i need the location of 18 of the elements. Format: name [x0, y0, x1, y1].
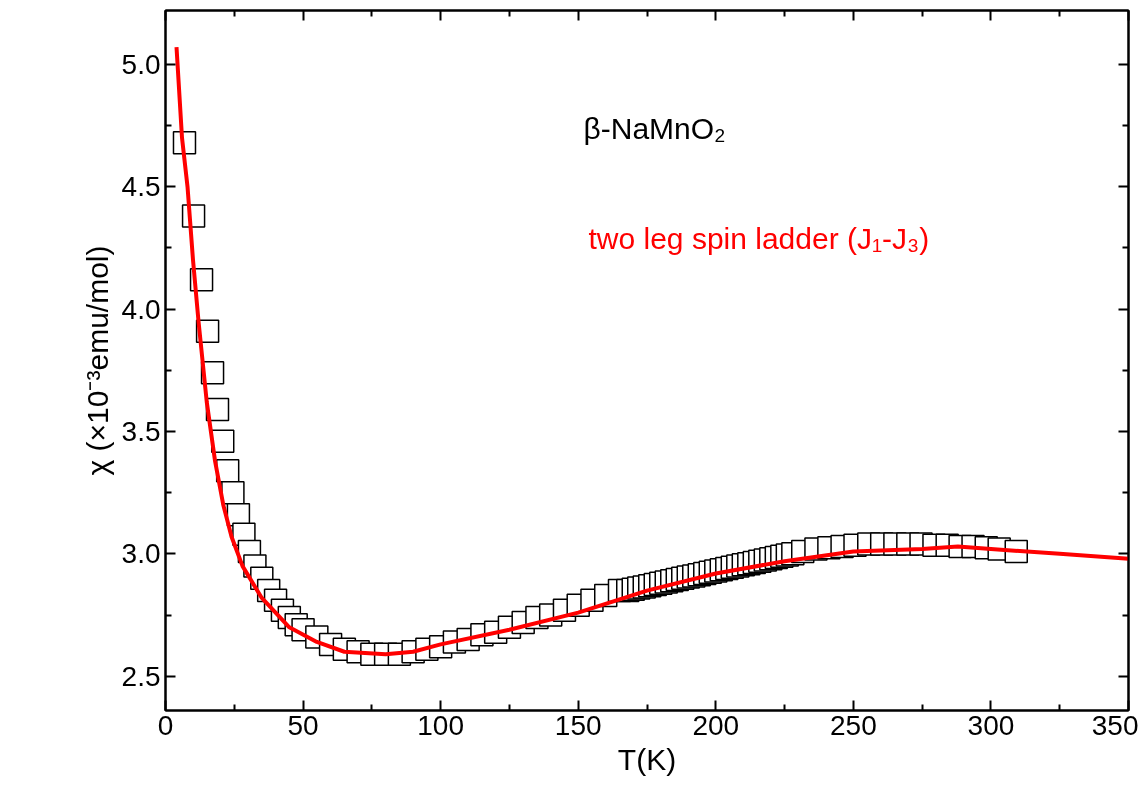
x-tick-label: 150 [554, 709, 602, 741]
y-tick-label: 4.5 [121, 171, 161, 203]
x-tick-label: 250 [830, 709, 877, 741]
y-tick-label: 5.0 [121, 48, 161, 80]
x-tick-label: 0 [157, 709, 174, 741]
text: two leg spin ladder (J₁-J₃) [588, 222, 930, 255]
y-axis-title: χ (×10⁻³emu/mol) [80, 245, 114, 476]
y-tick-label: 3.5 [121, 415, 161, 447]
x-tick-label: 350 [1091, 709, 1138, 741]
annotation: β-NaMnO₂ [583, 112, 726, 145]
x-axis-title: T(K) [617, 742, 677, 776]
y-tick-label: 2.5 [121, 660, 161, 692]
x-tick-label: 100 [417, 709, 464, 741]
y-tick-label: 4.0 [121, 293, 161, 325]
y-tick-label: 3.0 [121, 538, 161, 570]
x-tick-label: 200 [692, 709, 740, 741]
x-tick-label: 300 [967, 709, 1015, 741]
x-tick-label: 50 [287, 709, 319, 741]
